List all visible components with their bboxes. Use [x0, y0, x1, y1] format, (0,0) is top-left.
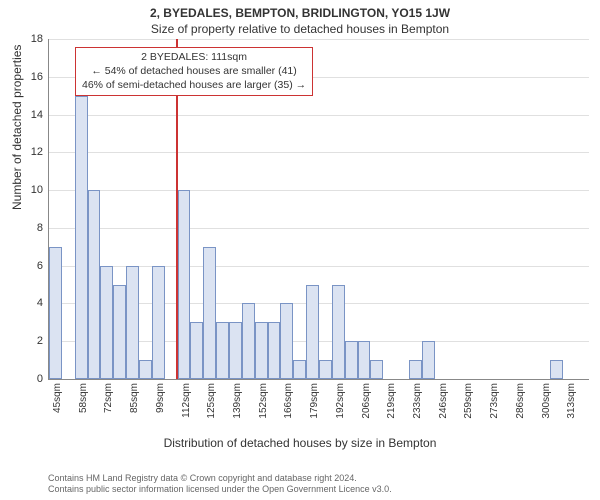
x-tick-label: 125sqm [206, 383, 217, 443]
y-tick-label: 4 [13, 297, 43, 309]
histogram-bar [255, 322, 268, 379]
x-tick-label: 259sqm [463, 383, 474, 443]
x-tick-label: 246sqm [438, 383, 449, 443]
x-tick-label: 313sqm [566, 383, 577, 443]
y-tick-label: 10 [13, 184, 43, 196]
histogram-bar [306, 285, 319, 379]
x-tick-label: 286sqm [515, 383, 526, 443]
histogram-bar [268, 322, 281, 379]
x-tick-label: 99sqm [155, 383, 166, 443]
histogram-bar [293, 360, 306, 379]
x-tick-label: 273sqm [489, 383, 500, 443]
histogram-bar [190, 322, 203, 379]
histogram-bar [345, 341, 358, 379]
info-box-line: 46% of semi-detached houses are larger (… [82, 78, 306, 92]
histogram-bar [113, 285, 126, 379]
histogram-chart: 02468101214161845sqm58sqm72sqm85sqm99sqm… [48, 40, 588, 380]
histogram-bar [88, 190, 101, 379]
x-tick-label: 58sqm [78, 383, 89, 443]
x-tick-label: 112sqm [181, 383, 192, 443]
x-tick-label: 206sqm [361, 383, 372, 443]
gridline [49, 190, 589, 191]
gridline [49, 39, 589, 40]
page-title: 2, BYEDALES, BEMPTON, BRIDLINGTON, YO15 … [0, 0, 600, 20]
x-tick-label: 166sqm [283, 383, 294, 443]
y-tick-label: 2 [13, 335, 43, 347]
y-tick-label: 18 [13, 33, 43, 45]
histogram-bar [229, 322, 242, 379]
x-axis-label: Distribution of detached houses by size … [0, 436, 600, 450]
histogram-bar [126, 266, 139, 379]
gridline [49, 228, 589, 229]
histogram-bar [242, 303, 255, 379]
y-tick-label: 16 [13, 71, 43, 83]
page-subtitle: Size of property relative to detached ho… [0, 20, 600, 36]
histogram-bar [203, 247, 216, 379]
footer-attribution: Contains HM Land Registry data © Crown c… [48, 473, 392, 496]
histogram-bar [370, 360, 383, 379]
x-tick-label: 192sqm [335, 383, 346, 443]
x-tick-label: 139sqm [232, 383, 243, 443]
gridline [49, 115, 589, 116]
histogram-bar [550, 360, 563, 379]
y-tick-label: 14 [13, 109, 43, 121]
histogram-bar [409, 360, 422, 379]
histogram-bar [49, 247, 62, 379]
y-tick-label: 12 [13, 146, 43, 158]
histogram-bar [152, 266, 165, 379]
footer-line-1: Contains HM Land Registry data © Crown c… [48, 473, 392, 485]
x-tick-label: 85sqm [129, 383, 140, 443]
histogram-bar [280, 303, 293, 379]
info-box-line: 2 BYEDALES: 111sqm [82, 50, 306, 64]
x-tick-label: 219sqm [386, 383, 397, 443]
histogram-bar [358, 341, 371, 379]
histogram-bar [139, 360, 152, 379]
x-tick-label: 233sqm [412, 383, 423, 443]
histogram-bar [100, 266, 113, 379]
y-tick-label: 6 [13, 260, 43, 272]
x-tick-label: 300sqm [541, 383, 552, 443]
footer-line-2: Contains public sector information licen… [48, 484, 392, 496]
histogram-bar [422, 341, 435, 379]
info-box-line: ← 54% of detached houses are smaller (41… [82, 64, 306, 78]
y-tick-label: 0 [13, 373, 43, 385]
histogram-bar [332, 285, 345, 379]
info-box: 2 BYEDALES: 111sqm← 54% of detached hous… [75, 47, 313, 96]
histogram-bar [178, 190, 191, 379]
x-tick-label: 179sqm [309, 383, 320, 443]
x-tick-label: 72sqm [103, 383, 114, 443]
y-tick-label: 8 [13, 222, 43, 234]
x-tick-label: 152sqm [258, 383, 269, 443]
histogram-bar [75, 96, 88, 379]
histogram-bar [216, 322, 229, 379]
plot-area: 02468101214161845sqm58sqm72sqm85sqm99sqm… [48, 39, 589, 380]
gridline [49, 152, 589, 153]
histogram-bar [319, 360, 332, 379]
x-tick-label: 45sqm [52, 383, 63, 443]
